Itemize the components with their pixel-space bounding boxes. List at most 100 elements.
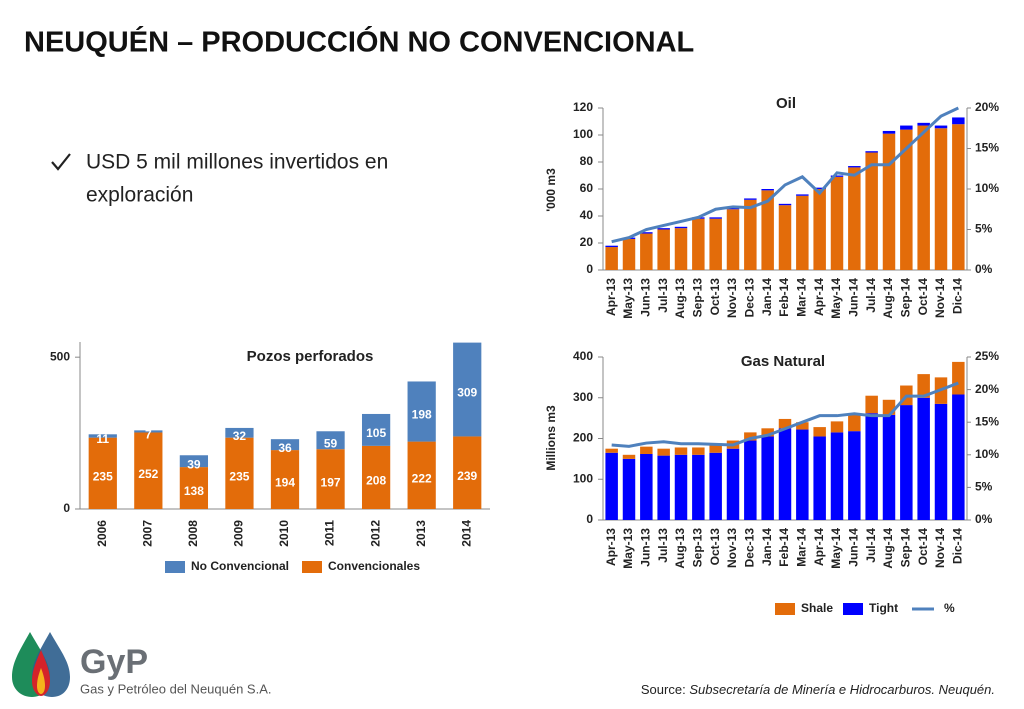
bar-segment	[865, 151, 878, 153]
y-tick-label: 0	[63, 501, 70, 515]
y2-tick-label: 15%	[975, 141, 999, 155]
bar-segment	[761, 428, 774, 437]
bar-segment	[453, 342, 482, 437]
bar-segment	[726, 448, 740, 520]
y2-tick-label: 0%	[975, 262, 993, 276]
bar-segment	[848, 166, 861, 168]
y2-tick-label: 20%	[975, 382, 999, 396]
bar-segment	[778, 203, 792, 206]
bar-segment	[865, 395, 878, 414]
bar-segment	[952, 124, 965, 270]
bar-segment	[882, 133, 896, 270]
x-tick-label: Aug-13	[673, 278, 687, 319]
bar-segment	[778, 428, 792, 520]
x-tick-label: May-13	[621, 278, 635, 319]
bar-segment	[674, 228, 688, 270]
logo-text: GyP	[80, 643, 148, 681]
x-tick-label: 2006	[95, 520, 109, 547]
bar-segment	[813, 436, 826, 520]
bar-segment	[657, 455, 670, 520]
data-label: 138	[184, 484, 204, 498]
bar-segment	[813, 427, 826, 437]
bar-segment	[882, 414, 896, 520]
data-label: 198	[412, 408, 432, 422]
bar-segment	[692, 454, 705, 520]
x-tick-label: 2014	[459, 520, 473, 547]
x-tick-label: Mar-14	[795, 278, 809, 317]
bar-segment	[848, 414, 861, 432]
bar-segment	[830, 432, 844, 520]
bar-segment	[744, 198, 757, 200]
data-label: 252	[138, 467, 158, 481]
bar-segment	[361, 445, 391, 509]
bar-segment	[900, 125, 913, 130]
bar-segment	[917, 125, 930, 270]
bar-segment	[640, 446, 653, 454]
bar-segment	[934, 403, 948, 520]
y2-tick-label: 5%	[975, 222, 993, 236]
bar-segment	[917, 397, 930, 520]
logo	[12, 632, 70, 697]
y-tick-label: 120	[573, 100, 593, 114]
bar-segment	[761, 189, 774, 191]
x-tick-label: Apr-13	[604, 528, 618, 566]
bar-segment	[270, 439, 300, 451]
data-label: 222	[412, 471, 432, 485]
data-label: 208	[366, 474, 386, 488]
bar-segment	[407, 441, 436, 509]
source: Source: Subsecretaría de Minería e Hidro…	[641, 682, 995, 697]
y-axis-label: Millions m3	[544, 405, 558, 471]
bar-segment	[674, 447, 688, 455]
bar-segment	[640, 232, 653, 234]
x-tick-label: Mar-14	[795, 528, 809, 567]
data-label: 194	[275, 476, 295, 490]
legend-label: No Convencional	[191, 559, 289, 573]
bar-segment	[830, 176, 844, 270]
bar-segment	[865, 413, 878, 520]
legend-swatch	[775, 603, 795, 615]
bar-segment	[848, 167, 861, 270]
bar-segment	[709, 217, 722, 219]
chart-title: Gas Natural	[741, 353, 825, 370]
x-tick-label: Sep-14	[899, 278, 913, 318]
legend-label: Shale	[801, 601, 833, 615]
bar-segment	[744, 432, 757, 441]
x-tick-label: Oct-14	[916, 528, 930, 566]
bar-segment	[744, 199, 757, 270]
chart-title: Pozos perforados	[247, 348, 374, 365]
legend-swatch	[302, 561, 322, 573]
x-tick-label: Jul-14	[864, 278, 878, 313]
bar-segment	[726, 207, 740, 210]
bar-segment	[605, 448, 618, 453]
bar-segment	[179, 455, 209, 468]
bar-segment	[830, 421, 844, 433]
x-tick-label: Jan-14	[760, 278, 774, 316]
x-tick-label: 2012	[368, 520, 382, 547]
bar-segment	[134, 432, 163, 509]
x-tick-label: Jul-13	[656, 528, 670, 563]
x-tick-label: Apr-13	[604, 278, 618, 316]
x-tick-label: May-14	[829, 278, 843, 319]
y2-tick-label: 0%	[975, 512, 993, 526]
bar-segment	[744, 440, 757, 520]
bar-segment	[225, 437, 254, 509]
x-tick-label: Oct-14	[916, 278, 930, 316]
x-tick-label: Sep-13	[691, 528, 705, 568]
bar-segment	[674, 226, 688, 229]
bar-segment	[952, 394, 965, 520]
bar-segment	[848, 431, 861, 520]
bar-segment	[361, 413, 391, 446]
bar-segment	[778, 418, 792, 429]
bar-segment	[134, 430, 163, 433]
y-tick-label: 200	[573, 431, 593, 445]
bar-segment	[622, 238, 636, 270]
bar-segment	[605, 245, 618, 248]
bar-segment	[692, 218, 705, 270]
data-label: 105	[366, 426, 386, 440]
y-tick-label: 20	[580, 235, 594, 249]
y2-tick-label: 10%	[975, 447, 999, 461]
x-tick-label: Aug-13	[673, 528, 687, 569]
x-tick-label: Nov-14	[933, 278, 947, 318]
bar-segment	[407, 381, 436, 442]
